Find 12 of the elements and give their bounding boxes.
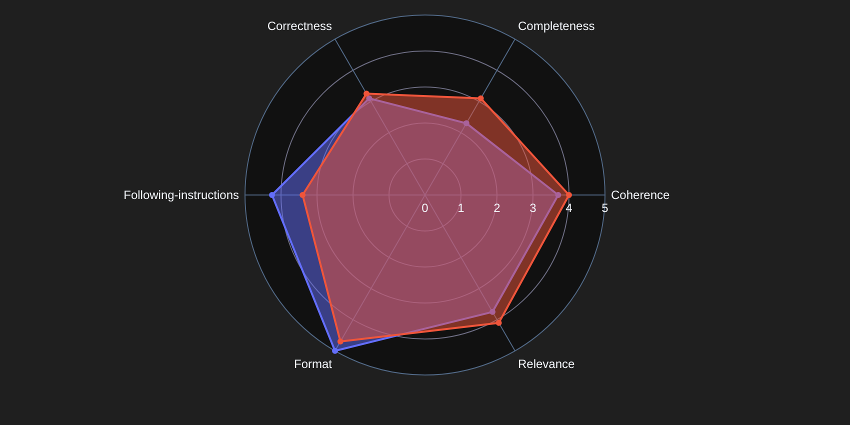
spoke-label: Format	[294, 357, 333, 372]
spoke-label: Following-instructions	[124, 188, 239, 202]
y-tick-label: 4	[566, 201, 573, 215]
spoke-label: Completeness	[518, 18, 595, 33]
y-tick-label: 2	[494, 201, 501, 215]
spoke-label: Relevance	[518, 357, 576, 372]
y-tick-label: 3	[530, 201, 537, 215]
spoke-label: Coherence	[611, 188, 670, 202]
y-tick-label: 5	[602, 201, 609, 215]
spoke-label: Correctness	[267, 18, 332, 33]
y-tick-label: 0	[422, 201, 429, 215]
y-tick-label: 1	[458, 201, 465, 215]
